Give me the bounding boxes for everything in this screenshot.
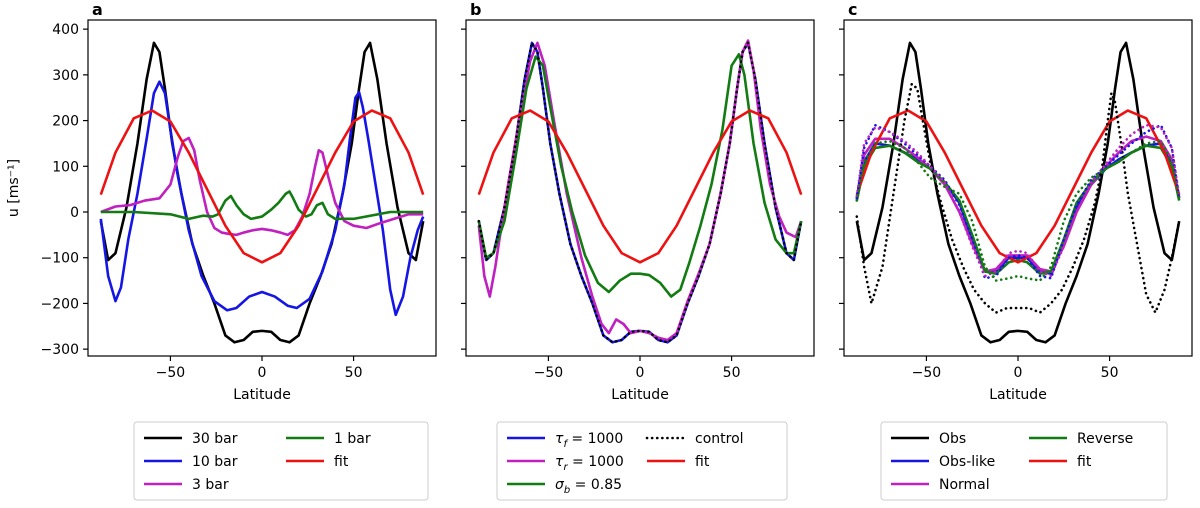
series-group xyxy=(99,41,425,344)
series-line-unlabeled-5 xyxy=(855,82,1181,314)
series-line-unlabeled-8 xyxy=(855,139,1181,282)
series-line-control xyxy=(477,41,803,344)
y-tick-label: 200 xyxy=(52,114,79,130)
series-line-fit xyxy=(477,109,803,264)
series-line--r-1000 xyxy=(477,39,803,342)
plot-frame xyxy=(843,19,1193,357)
panel-c: −50 0 50 Latitude c Obs Obs-like Normal Reverse f… xyxy=(839,0,1193,501)
legend-entry-label: Reverse xyxy=(1077,431,1133,447)
series-line-normal xyxy=(855,135,1181,273)
series-line--b-0-85 xyxy=(477,52,803,298)
plot-frame xyxy=(87,19,437,357)
legend: τf = 1000 τr = 1000 σb = 0.85 control fit xyxy=(496,421,788,501)
y-tick-label: 400 xyxy=(52,22,79,38)
panel-a: −300 −200 −100 0 100 200 300 400 −50 0 50 Latitude u… xyxy=(6,0,437,501)
legend: 30 bar 10 bar 3 bar 1 bar fit xyxy=(133,421,429,501)
legend-entry-label: 3 bar xyxy=(192,477,229,493)
y-axis-label: u [ms⁻¹] xyxy=(6,159,22,217)
series-line-10-bar xyxy=(99,80,425,317)
x-tick-label: −50 xyxy=(156,365,186,381)
y-tick-label: −200 xyxy=(41,296,79,312)
series-line-unlabeled-7 xyxy=(855,123,1181,278)
legend-entry-label: σb = 0.85 xyxy=(555,477,622,496)
y-tick-label: 0 xyxy=(70,205,79,221)
series-group xyxy=(855,41,1181,344)
series-line-unlabeled-6 xyxy=(855,123,1181,280)
legend-box xyxy=(496,421,788,501)
x-tick-label: −50 xyxy=(912,365,942,381)
series-line-3-bar xyxy=(100,136,424,237)
legend-entry-label: fit xyxy=(1077,454,1092,470)
legend-box xyxy=(133,421,429,501)
legend-box xyxy=(880,421,1168,501)
panel-label: c xyxy=(848,0,857,19)
y-tick-label: 300 xyxy=(52,68,79,84)
panel-label: b xyxy=(470,0,481,19)
x-tick-label: 50 xyxy=(723,365,741,381)
legend-entry-label: Obs xyxy=(939,431,966,447)
series-line-obs xyxy=(855,41,1181,344)
legend-entry-label: 10 bar xyxy=(192,454,238,470)
series-line-1-bar xyxy=(100,190,424,221)
x-axis-label: Latitude xyxy=(989,387,1047,403)
panel-b: −50 0 50 Latitude b τf = 1000 τr = 1000 σb = 0.… xyxy=(461,0,815,501)
x-tick-label: 50 xyxy=(345,365,363,381)
legend: Obs Obs-like Normal Reverse fit xyxy=(880,421,1168,501)
series-group xyxy=(477,39,803,344)
x-tick-label: 0 xyxy=(636,365,645,381)
y-tick-label: −100 xyxy=(41,251,79,267)
series-line-30-bar xyxy=(99,41,425,344)
x-tick-label: 0 xyxy=(258,365,267,381)
legend-entry-label: τr = 1000 xyxy=(555,454,624,473)
x-tick-label: −50 xyxy=(534,365,564,381)
legend-entry-label: fit xyxy=(695,454,710,470)
y-tick-label: 100 xyxy=(52,159,79,175)
series-line-fit xyxy=(99,109,425,264)
x-axis-label: Latitude xyxy=(233,387,291,403)
legend-entry-label: fit xyxy=(334,454,349,470)
legend-entry-label: τf = 1000 xyxy=(555,431,623,450)
y-tick-label: −300 xyxy=(41,342,79,358)
legend-entry-label: 1 bar xyxy=(334,431,371,447)
x-tick-label: 0 xyxy=(1014,365,1023,381)
legend-entry-label: Obs-like xyxy=(939,454,995,470)
legend-entry-label: control xyxy=(695,431,744,447)
x-axis-label: Latitude xyxy=(611,387,669,403)
legend-entry-label: Normal xyxy=(939,477,990,493)
panel-label: a xyxy=(92,0,103,19)
legend-entry-label: 30 bar xyxy=(192,431,238,447)
x-tick-label: 50 xyxy=(1101,365,1119,381)
series-line-fit xyxy=(855,109,1181,264)
